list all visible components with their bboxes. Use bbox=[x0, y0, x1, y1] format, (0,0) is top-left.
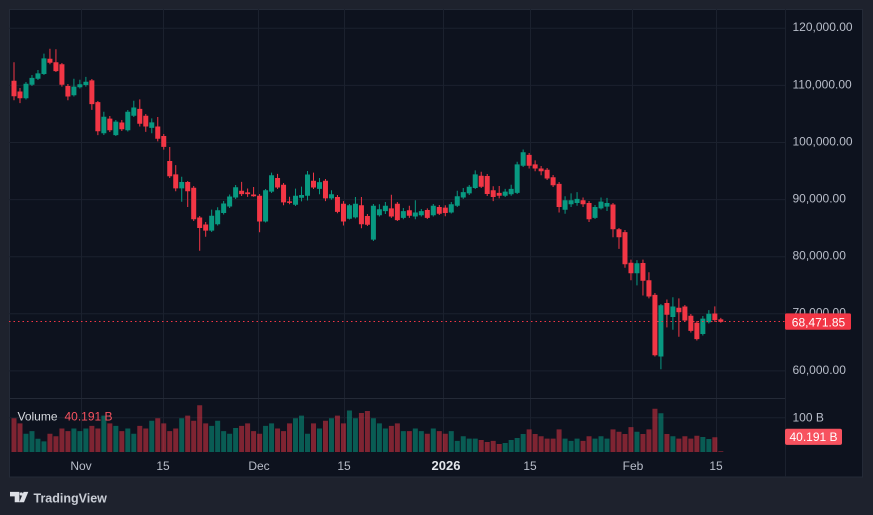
svg-text:Dec: Dec bbox=[248, 459, 269, 473]
svg-text:Feb: Feb bbox=[623, 459, 644, 473]
svg-text:100,000.00: 100,000.00 bbox=[793, 134, 853, 148]
svg-text:120,000.00: 120,000.00 bbox=[793, 20, 853, 34]
svg-text:Nov: Nov bbox=[70, 459, 91, 473]
svg-text:100 B: 100 B bbox=[793, 410, 824, 424]
svg-text:15: 15 bbox=[709, 459, 723, 473]
svg-text:2026: 2026 bbox=[432, 458, 461, 473]
svg-text:60,000.00: 60,000.00 bbox=[793, 363, 847, 377]
svg-text:15: 15 bbox=[337, 459, 351, 473]
svg-text:TradingView: TradingView bbox=[34, 491, 108, 505]
svg-text:40.191 B: 40.191 B bbox=[65, 409, 113, 423]
svg-text:90,000.00: 90,000.00 bbox=[793, 192, 847, 206]
svg-text:15: 15 bbox=[156, 459, 170, 473]
svg-text:Volume: Volume bbox=[18, 409, 58, 423]
svg-text:15: 15 bbox=[523, 459, 537, 473]
svg-text:68,471.85: 68,471.85 bbox=[792, 315, 846, 329]
svg-text:40.191 B: 40.191 B bbox=[789, 430, 837, 444]
svg-text:80,000.00: 80,000.00 bbox=[793, 249, 847, 263]
svg-text:110,000.00: 110,000.00 bbox=[793, 77, 852, 91]
